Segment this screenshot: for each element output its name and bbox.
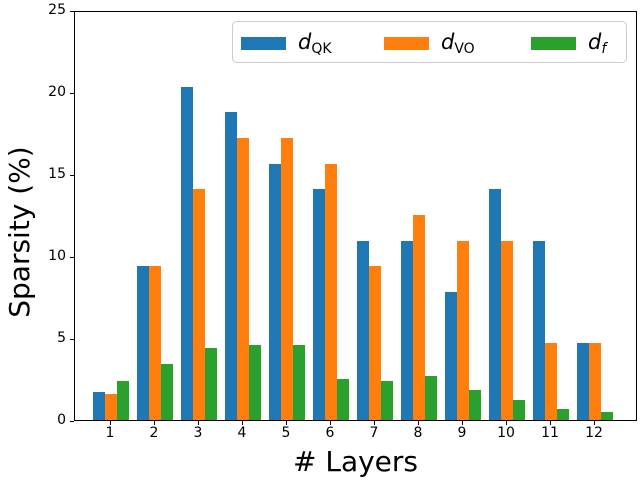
bar-d_f-layer-7 (381, 381, 393, 420)
x-tick-label: 4 (237, 425, 247, 441)
bar-d_QK-layer-1 (93, 392, 105, 420)
bar-d_QK-layer-10 (489, 189, 501, 420)
bar-d_VO-layer-3 (193, 189, 205, 420)
y-tick-mark (70, 257, 74, 258)
legend-swatch-d_QK (241, 36, 286, 50)
bar-d_f-layer-4 (249, 345, 261, 420)
x-tick-mark (374, 421, 375, 425)
y-tick-label: 0 (57, 412, 66, 428)
bar-d_f-layer-12 (601, 412, 613, 420)
y-tick-mark (70, 339, 74, 340)
plot-area (74, 11, 637, 421)
y-tick-label: 5 (57, 330, 66, 346)
y-axis-label: Sparsity (%) (3, 146, 36, 318)
bar-d_VO-layer-5 (281, 138, 293, 420)
bar-d_QK-layer-2 (137, 266, 149, 420)
x-axis-label: # Layers (292, 445, 418, 478)
x-tick-label: 3 (193, 425, 203, 441)
bar-d_f-layer-10 (513, 400, 525, 420)
x-tick-mark (198, 421, 199, 425)
bar-d_QK-layer-3 (181, 87, 193, 420)
bar-d_VO-layer-12 (589, 343, 601, 420)
y-tick-label: 20 (48, 84, 66, 100)
bar-d_VO-layer-1 (105, 394, 117, 420)
x-tick-label: 10 (497, 425, 515, 441)
bar-d_f-layer-1 (117, 381, 129, 420)
bar-d_VO-layer-2 (149, 266, 161, 420)
legend-swatch-d_VO (384, 36, 429, 50)
bar-d_QK-layer-9 (445, 292, 457, 420)
x-tick-mark (330, 421, 331, 425)
y-tick-mark (70, 11, 74, 12)
x-tick-label: 6 (325, 425, 335, 441)
bar-d_f-layer-11 (557, 409, 569, 420)
y-tick-mark (70, 175, 74, 176)
bar-d_f-layer-8 (425, 376, 437, 420)
x-tick-mark (506, 421, 507, 425)
x-tick-label: 9 (457, 425, 467, 441)
x-tick-label: 5 (281, 425, 291, 441)
bar-d_QK-layer-5 (269, 164, 281, 420)
bar-d_QK-layer-4 (225, 112, 237, 420)
y-tick-label: 25 (48, 2, 66, 18)
x-tick-label: 8 (413, 425, 423, 441)
legend-label-d_QK: dQK (298, 29, 332, 57)
x-tick-mark (154, 421, 155, 425)
legend: dQK dVO df (232, 21, 627, 63)
x-tick-label: 1 (105, 425, 115, 441)
bar-d_f-layer-6 (337, 379, 349, 420)
bar-d_f-layer-9 (469, 390, 481, 420)
legend-swatch-d_f (531, 36, 576, 50)
x-tick-mark (462, 421, 463, 425)
x-tick-label: 2 (149, 425, 159, 441)
bar-d_VO-layer-7 (369, 266, 381, 420)
x-tick-label: 7 (369, 425, 379, 441)
bar-d_QK-layer-11 (533, 241, 545, 420)
x-tick-mark (550, 421, 551, 425)
bar-d_f-layer-5 (293, 345, 305, 420)
legend-entry-d_f: df (531, 22, 606, 64)
bar-d_f-layer-3 (205, 348, 217, 420)
y-tick-label: 15 (48, 166, 66, 182)
legend-entry-d_VO: dVO (384, 22, 475, 64)
x-tick-label: 11 (541, 425, 559, 441)
x-tick-mark (110, 421, 111, 425)
x-tick-mark (286, 421, 287, 425)
bar-d_QK-layer-12 (577, 343, 589, 420)
bar-d_VO-layer-11 (545, 343, 557, 420)
bar-d_f-layer-2 (161, 364, 173, 420)
x-tick-mark (594, 421, 595, 425)
x-tick-label: 12 (585, 425, 603, 441)
x-tick-mark (242, 421, 243, 425)
bar-d_QK-layer-7 (357, 241, 369, 420)
bar-d_QK-layer-8 (401, 241, 413, 420)
y-tick-label: 10 (48, 248, 66, 264)
bar-d_VO-layer-10 (501, 241, 513, 420)
y-tick-mark (70, 93, 74, 94)
legend-label-d_VO: dVO (441, 29, 475, 57)
legend-label-d_f: df (588, 29, 607, 57)
y-tick-mark (70, 421, 74, 422)
bar-d_VO-layer-8 (413, 215, 425, 420)
x-tick-mark (418, 421, 419, 425)
bar-d_QK-layer-6 (313, 189, 325, 420)
legend-entry-d_QK: dQK (241, 22, 332, 64)
bar-d_VO-layer-6 (325, 164, 337, 420)
bar-d_VO-layer-9 (457, 241, 469, 420)
bar-d_VO-layer-4 (237, 138, 249, 420)
